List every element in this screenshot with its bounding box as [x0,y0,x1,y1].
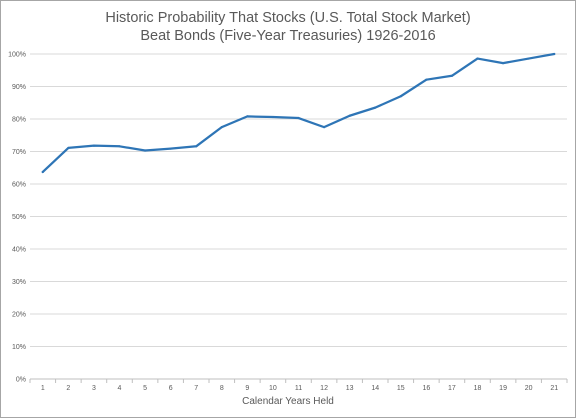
x-tick-label: 4 [118,385,122,392]
data-point [297,116,300,120]
data-point [195,145,198,148]
x-tick-label: 7 [194,385,198,392]
data-point [322,126,326,129]
data-point [118,145,121,148]
x-tick-label: 10 [269,385,277,392]
data-point [67,146,70,150]
data-point [246,115,249,118]
data-point [425,78,428,81]
x-tick-label: 20 [525,385,533,392]
x-tick-label: 2 [66,385,70,392]
y-tick-label: 90% [12,84,26,91]
x-tick-label: 1 [41,385,45,392]
y-tick-label: 10% [12,344,26,351]
x-tick-label: 17 [448,385,456,392]
chart-title: Historic Probability That Stocks (U.S. T… [0,9,576,45]
data-point [220,126,223,129]
data-point [92,144,96,147]
x-tick-label: 14 [371,385,379,392]
x-tick-label: 18 [474,385,482,392]
data-point [553,52,556,56]
x-tick-label: 16 [422,385,430,392]
data-point [348,114,351,117]
x-tick-label: 5 [143,385,147,392]
y-tick-label: 20% [12,312,26,319]
data-point [271,115,275,119]
y-tick-label: 0% [16,377,26,384]
y-tick-label: 100% [8,52,26,59]
data-point [143,149,147,152]
x-tick-label: 6 [169,385,173,392]
x-tick-label: 13 [346,385,354,392]
chart-title-line-2: Beat Bonds (Five-Year Treasuries) 1926-2… [140,28,436,44]
data-point [476,57,479,60]
chart-title-line-1: Historic Probability That Stocks (U.S. T… [105,10,471,26]
x-axis-label: Calendar Years Held [242,396,334,407]
series-line [41,52,556,174]
y-tick-label: 60% [12,182,26,189]
data-point [501,62,505,65]
data-point [527,57,530,60]
y-tick-label: 30% [12,279,26,286]
x-tick-label: 15 [397,385,405,392]
y-tick-label: 40% [12,247,26,254]
x-tick-label: 12 [320,385,328,392]
data-point [41,170,44,174]
y-tick-label: 80% [12,117,26,124]
x-tick-label: 19 [499,385,507,392]
data-point [399,95,402,98]
x-tick-label: 9 [245,385,249,392]
data-point [374,106,377,109]
x-tick-label: 3 [92,385,96,392]
x-tick-label: 8 [220,385,224,392]
data-point [169,147,172,150]
y-tick-label: 50% [12,214,26,221]
x-tick-label: 11 [295,385,302,392]
y-tick-label: 70% [12,149,26,156]
data-point [450,74,454,77]
x-tick-label: 21 [550,385,558,392]
